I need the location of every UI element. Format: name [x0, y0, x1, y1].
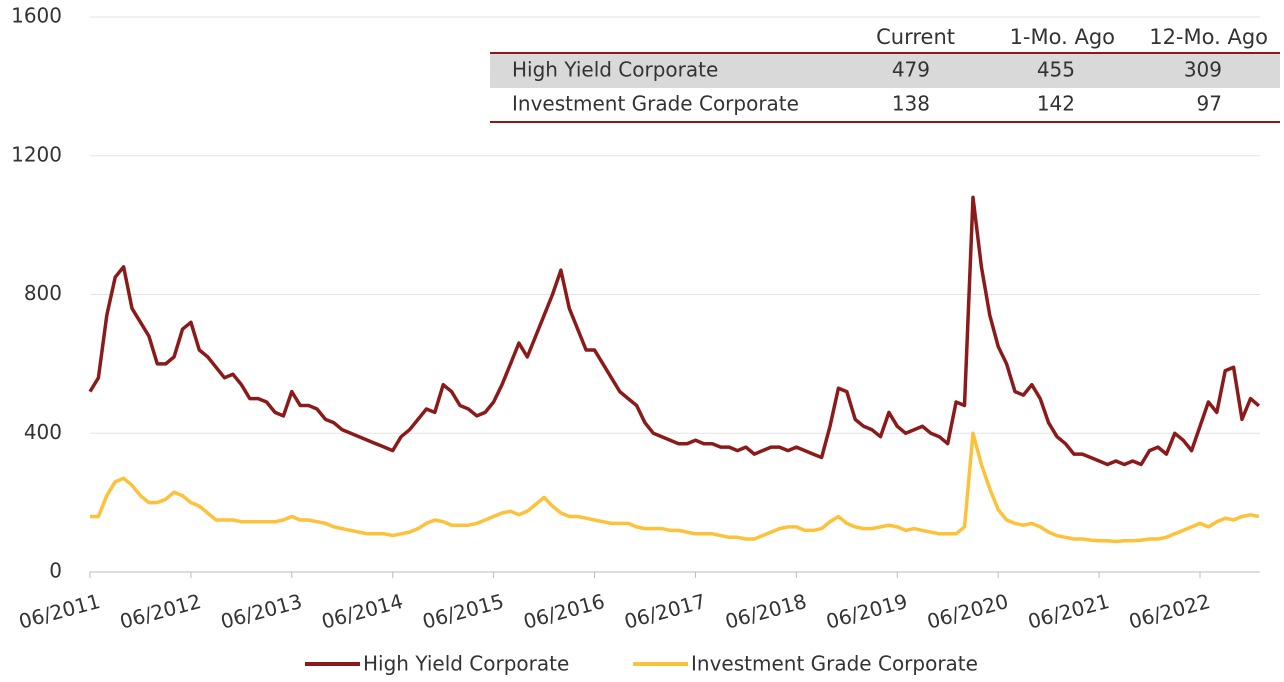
table-cell: 309	[1184, 58, 1222, 82]
table-cell: 455	[1037, 58, 1075, 82]
table-cell: 142	[1037, 92, 1075, 116]
y-tick-label: 400	[24, 420, 62, 444]
x-tick-label: 06/2022	[1126, 589, 1212, 634]
table-header: Current	[876, 25, 955, 49]
series-line	[90, 431, 1260, 544]
x-tick-label: 06/2018	[723, 589, 809, 634]
legend-label: High Yield Corporate	[363, 652, 569, 676]
table-row-bg	[490, 54, 1280, 88]
x-tick-label: 06/2012	[117, 589, 203, 634]
table-header: 1-Mo. Ago	[1010, 25, 1115, 49]
table-row-label: High Yield Corporate	[512, 58, 718, 82]
y-tick-label: 0	[49, 559, 62, 583]
x-tick-label: 06/2016	[521, 589, 607, 634]
table-cell: 138	[892, 92, 930, 116]
table-row-label: Investment Grade Corporate	[512, 92, 799, 116]
x-tick-label: 06/2011	[16, 589, 102, 634]
table-cell: 479	[892, 58, 930, 82]
y-tick-label: 1200	[11, 142, 62, 166]
table-header: 12-Mo. Ago	[1149, 25, 1268, 49]
x-tick-label: 06/2017	[622, 589, 708, 634]
legend-label: Investment Grade Corporate	[691, 652, 978, 676]
x-tick-label: 06/2014	[319, 589, 405, 634]
y-tick-label: 800	[24, 281, 62, 305]
x-tick-label: 06/2013	[218, 589, 304, 634]
series-line	[88, 195, 1261, 467]
x-tick-label: 06/2020	[924, 589, 1010, 634]
x-tick-label: 06/2015	[420, 589, 506, 634]
table-cell: 97	[1197, 92, 1222, 116]
x-tick-label: 06/2021	[1025, 589, 1111, 634]
x-tick-label: 06/2019	[824, 589, 910, 634]
y-tick-label: 1600	[11, 4, 62, 28]
